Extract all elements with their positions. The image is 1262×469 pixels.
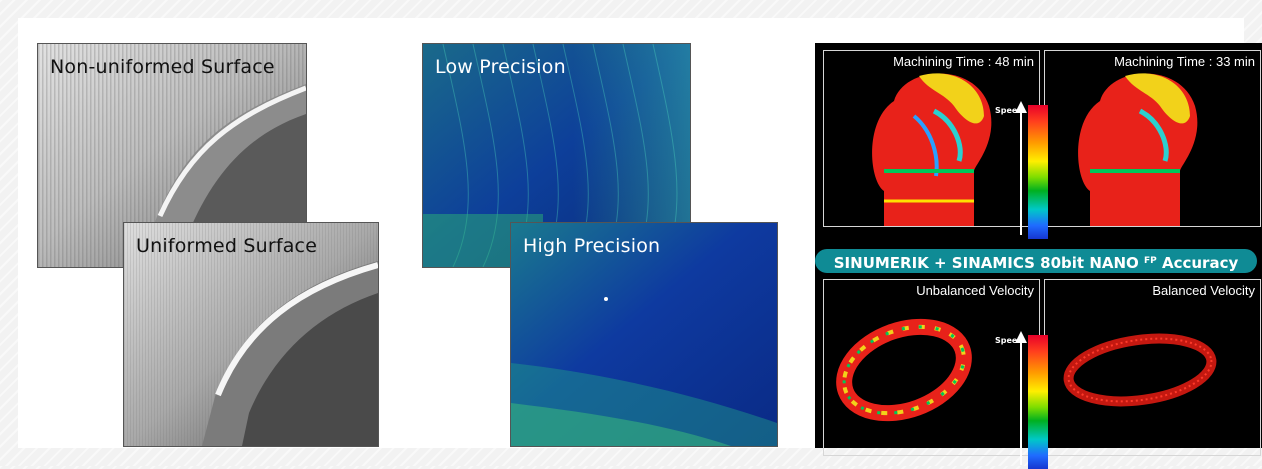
non-uniformed-surface-label: Non-uniformed Surface (50, 56, 275, 78)
high-precision-label: High Precision (523, 235, 661, 257)
high-precision-image: High Precision (510, 222, 778, 447)
banner-main-text: SINUMERIK + SINAMICS 80bit NANO (833, 254, 1145, 272)
speed-arrow-up-icon (1015, 331, 1027, 465)
speed-color-scale-bottom (1028, 335, 1048, 469)
machining-time-48-label: Machining Time : 48 min (893, 54, 1034, 69)
speed-label-bottom: Speed (995, 336, 1024, 345)
uniformed-surface-image: Uniformed Surface (123, 222, 379, 447)
low-precision-label: Low Precision (435, 56, 566, 78)
unbalanced-velocity-label: Unbalanced Velocity (916, 283, 1034, 298)
machining-comparison-panel: Machining Time : 48 min Machining Time :… (815, 43, 1262, 469)
speed-label-top: Speed (995, 106, 1024, 115)
accuracy-banner: SINUMERIK + SINAMICS 80bit NANO FP Accur… (815, 249, 1257, 273)
content-card: Non-uniformed Surface Uniformed Surface (18, 18, 1262, 469)
uniformed-surface-label: Uniformed Surface (136, 235, 318, 257)
machining-48min-view: Machining Time : 48 min (823, 50, 1040, 227)
speed-color-scale-top (1028, 105, 1048, 239)
balanced-velocity-label: Balanced Velocity (1152, 283, 1255, 298)
banner-superscript: FP (1144, 256, 1157, 266)
banner-tail-text: Accuracy (1156, 254, 1239, 272)
machining-33min-view: Machining Time : 33 min (1044, 50, 1261, 227)
machining-time-33-label: Machining Time : 33 min (1114, 54, 1255, 69)
unbalanced-velocity-view: Unbalanced Velocity (823, 279, 1040, 456)
balanced-velocity-view: Balanced Velocity (1044, 279, 1261, 456)
speed-arrow-up-icon (1015, 101, 1027, 235)
